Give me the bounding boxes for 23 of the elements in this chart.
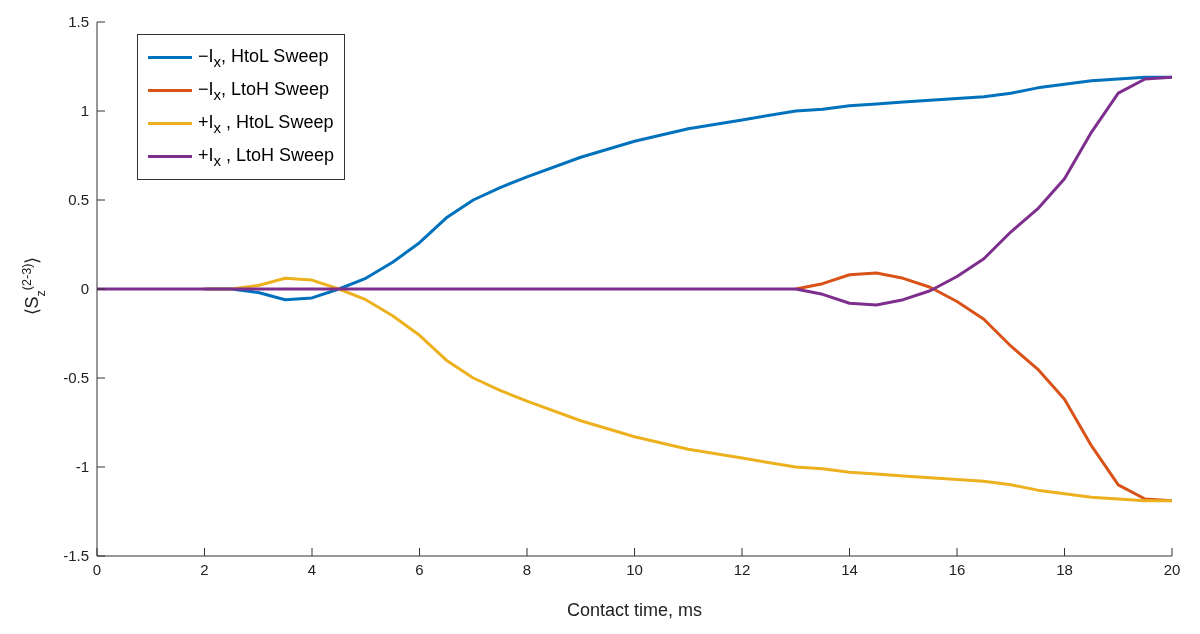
x-tick-label: 12 bbox=[733, 560, 751, 578]
x-tick-label: 18 bbox=[1056, 560, 1073, 578]
x-tick-label: 4 bbox=[307, 560, 317, 578]
y-tick-label: 0.5 bbox=[68, 191, 89, 209]
y-tick-label: -0.5 bbox=[63, 369, 89, 387]
y-tick-label: 0 bbox=[80, 280, 89, 298]
x-tick-label: 16 bbox=[948, 560, 966, 578]
y-tick-label: -1.5 bbox=[63, 547, 89, 565]
x-tick-label: 2 bbox=[200, 560, 209, 578]
y-tick-label: -1 bbox=[75, 458, 89, 476]
legend-label: +I$_{x}$ , HtoL Sweep bbox=[198, 111, 334, 136]
x-tick-label: 14 bbox=[841, 560, 858, 578]
x-tick-label: 6 bbox=[415, 560, 424, 578]
y-tick-label: 1.5 bbox=[68, 13, 89, 31]
y-tick-label: 1 bbox=[80, 102, 89, 120]
legend-label: −I$_{x}$, HtoL Sweep bbox=[198, 45, 329, 70]
x-tick-label: 20 bbox=[1163, 560, 1181, 578]
legend-label: −I$_{x}$, LtoH Sweep bbox=[198, 78, 330, 103]
x-axis-title: Contact time, ms bbox=[566, 600, 703, 620]
x-tick-label: 10 bbox=[626, 560, 643, 578]
legend-label: +I$_{x}$ , LtoH Sweep bbox=[198, 144, 335, 169]
x-tick-label: 8 bbox=[522, 560, 532, 578]
x-tick-label: 0 bbox=[92, 560, 102, 578]
